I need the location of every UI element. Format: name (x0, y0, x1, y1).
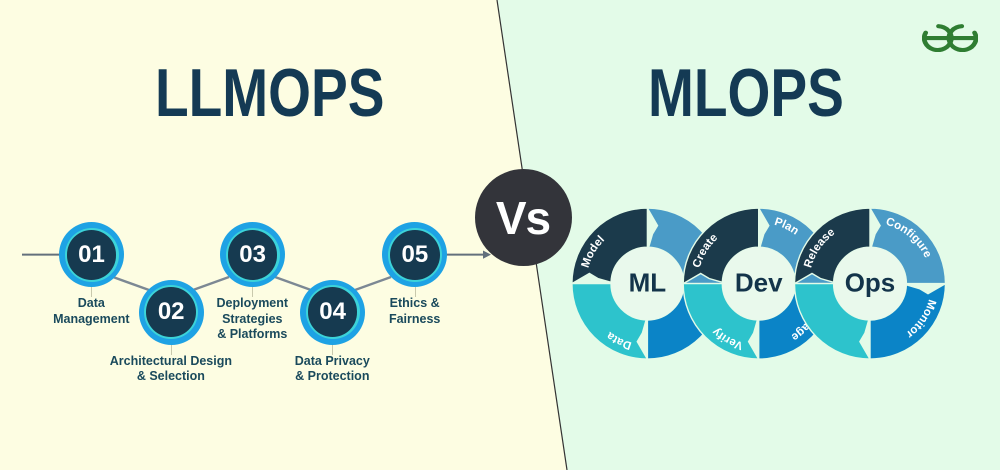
svg-text:ML: ML (629, 268, 667, 298)
svg-text:Ops: Ops (845, 268, 896, 298)
svg-text:Dev: Dev (735, 268, 783, 298)
